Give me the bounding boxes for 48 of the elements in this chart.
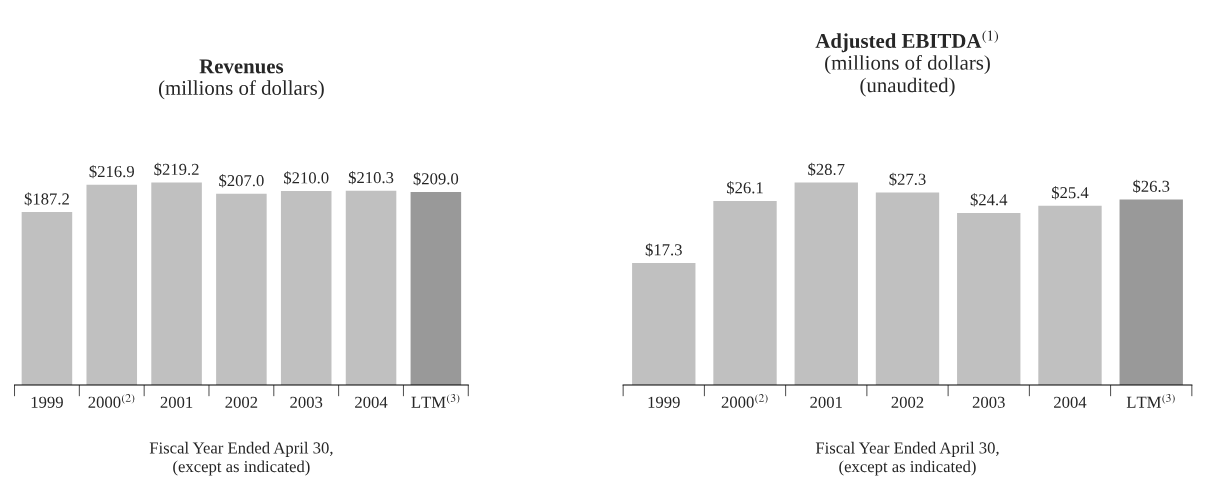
bar (345, 190, 397, 386)
chart-subtitle: (millions of dollars) (unaudited) (825, 54, 990, 97)
x-tick-label: LTM$^{(3)}$ (1126, 393, 1175, 408)
x-tick-label: 2004 (355, 396, 388, 408)
data-label: $28.7 (808, 162, 845, 177)
data-label: $209.0 (413, 172, 459, 186)
chart-subtitle: (millions of dollars) (158, 80, 324, 100)
x-tick-label: LTM$^{(3)}$ (411, 393, 460, 408)
bar (632, 262, 696, 386)
bar (280, 191, 332, 386)
bar (216, 193, 267, 386)
x-axis-title: Fiscal Year Ended April 30, (except as indicated) (149, 441, 333, 476)
bar (957, 212, 1021, 386)
data-label: $25.4 (1051, 186, 1089, 200)
bar (713, 200, 777, 386)
x-tick-label: 2002 (225, 396, 258, 408)
chart-title: Adjusted EBITDA$^{(1)}$ (815, 30, 999, 53)
chart-title: Revenues (199, 59, 284, 74)
x-tick-label: 2001 (810, 396, 842, 408)
data-label: $27.3 (889, 172, 926, 186)
data-label: $207.0 (219, 174, 264, 188)
x-tick-label: 2001 (160, 396, 193, 408)
x-tick-label: 2000$^{(2)}$ (721, 393, 768, 408)
data-label: $219.2 (154, 162, 199, 177)
x-tick-label: 2004 (1054, 396, 1087, 408)
x-tick-label: 2003 (290, 396, 323, 408)
bar (151, 182, 202, 386)
bar (21, 212, 73, 386)
bar (410, 191, 462, 386)
bar (875, 192, 940, 386)
bar (86, 184, 138, 386)
x-axis-title: Fiscal Year Ended April 30, (except as indicated) (815, 441, 999, 476)
data-label: $187.2 (24, 192, 69, 206)
x-tick-label: 2000$^{(2)}$ (88, 393, 135, 408)
x-tick-label: 2003 (972, 396, 1005, 408)
bar (1119, 199, 1183, 386)
data-label: $210.3 (348, 170, 394, 185)
data-label: $216.9 (89, 164, 134, 179)
bar (1038, 205, 1102, 386)
bar (794, 182, 858, 386)
data-label: $26.3 (1133, 179, 1170, 194)
data-label: $24.4 (970, 193, 1008, 207)
data-label: $17.3 (645, 243, 682, 257)
x-tick-label: 1999 (648, 396, 680, 408)
x-tick-label: 1999 (31, 396, 63, 408)
x-tick-label: 2002 (891, 396, 924, 408)
data-label: $210.0 (284, 171, 329, 185)
data-label: $26.1 (726, 181, 763, 195)
